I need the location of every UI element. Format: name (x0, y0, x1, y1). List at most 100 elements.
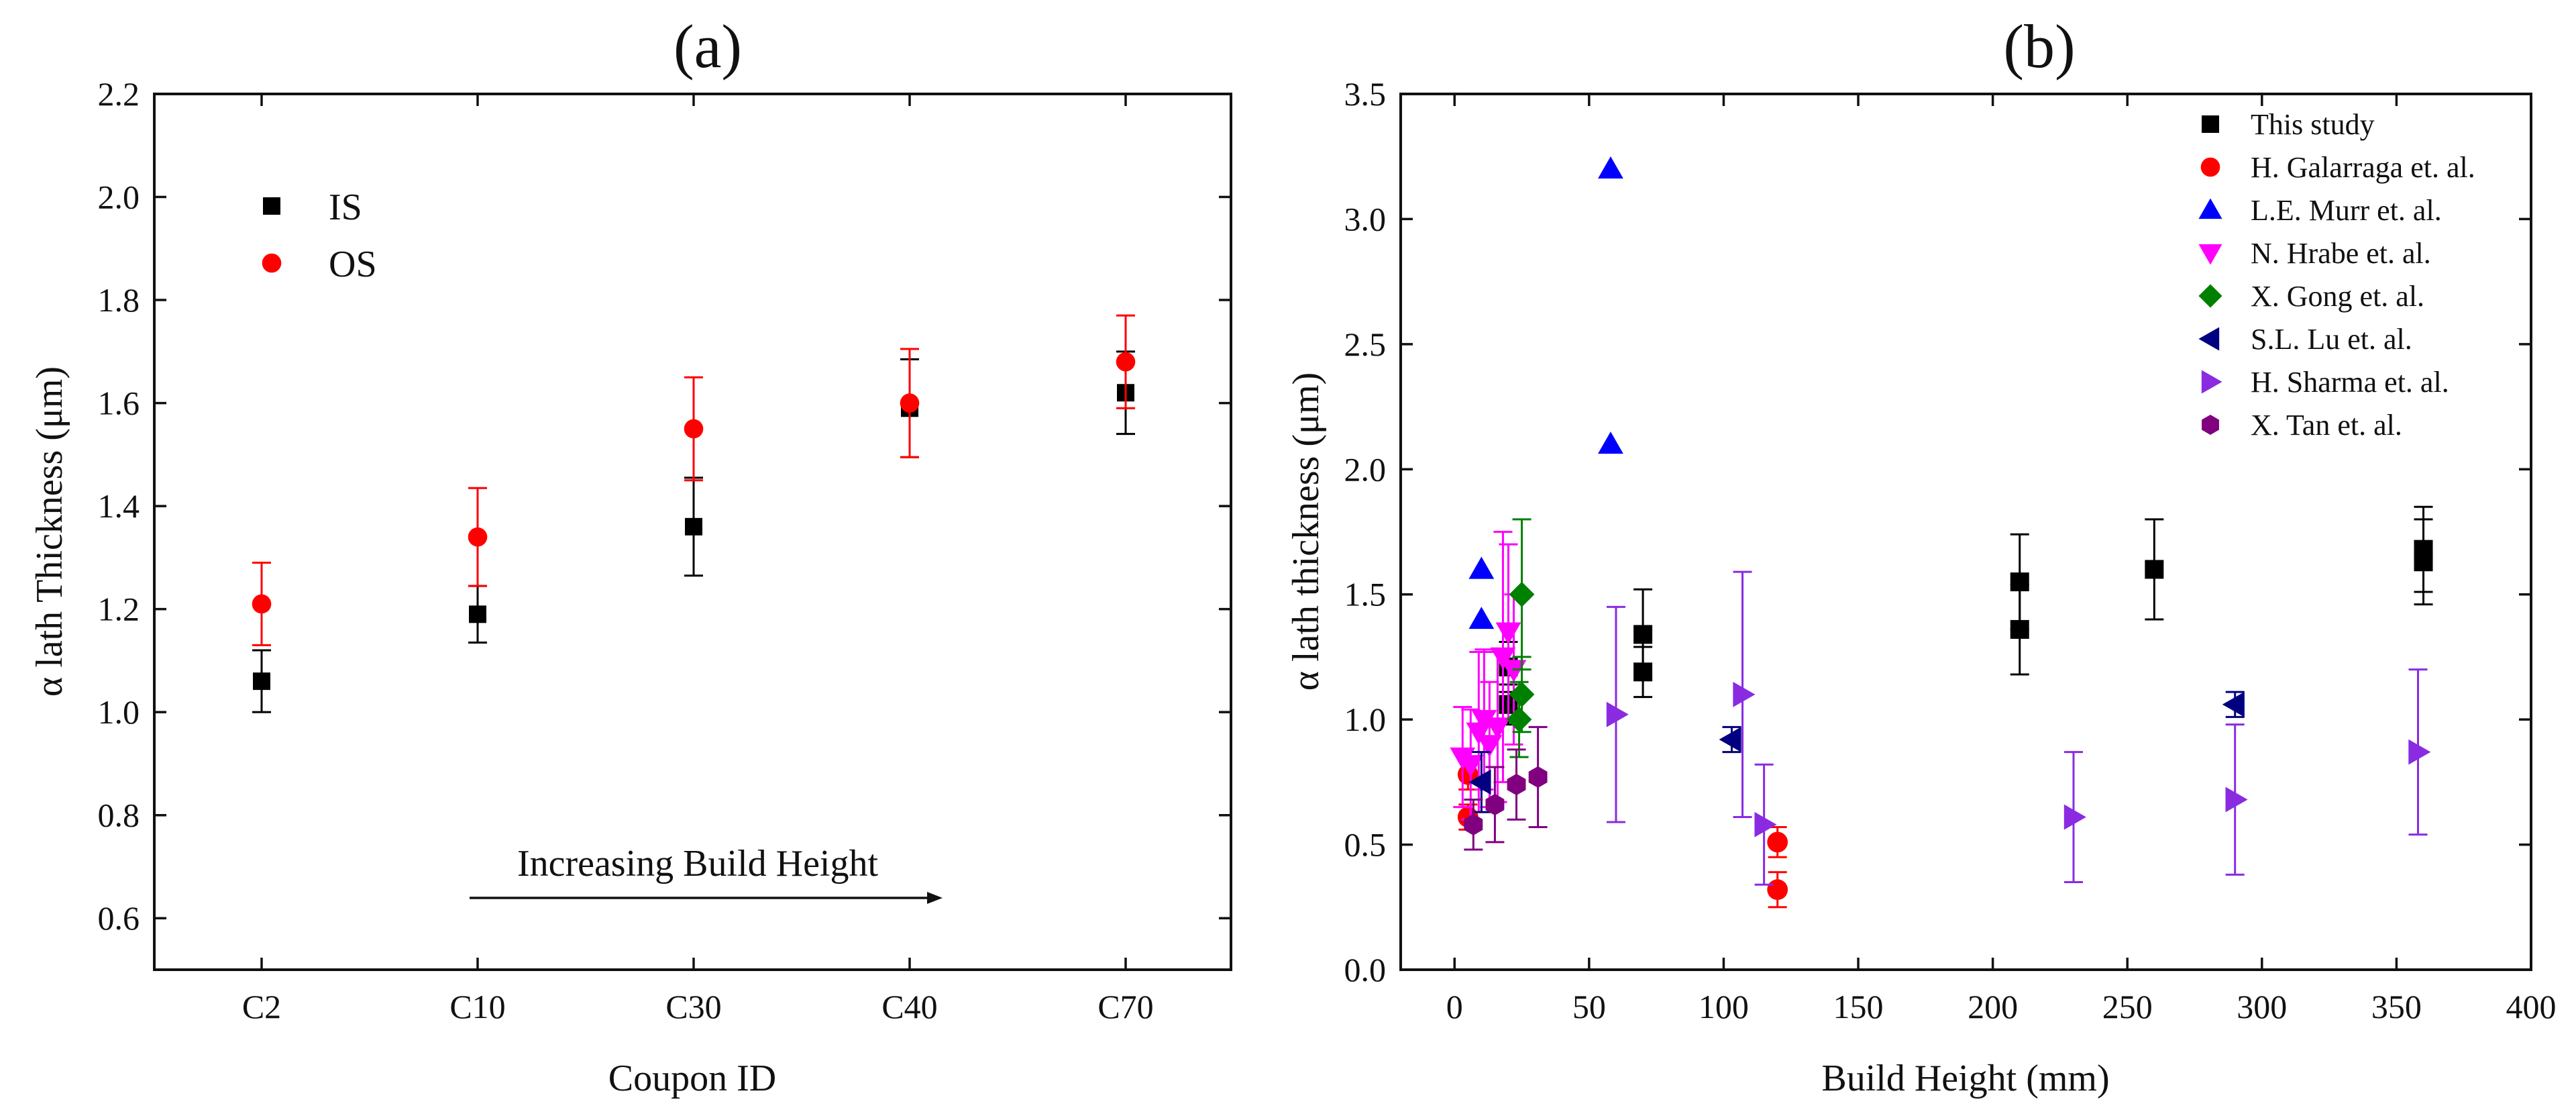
panel-b-point (2414, 552, 2433, 572)
panel-a-point (468, 527, 488, 547)
panel-b-point (1458, 755, 1484, 778)
panel-b-point (1767, 879, 1788, 901)
panel-a-point (685, 517, 702, 536)
panel-b-legend: This study H. Galarraga et. al. L.E. Murr … (2198, 108, 2475, 442)
panel-a-title: (a) (674, 12, 742, 81)
panel-b-plot-frame (1399, 93, 2532, 971)
panel-b-point (2145, 560, 2164, 579)
panel-a-point (252, 594, 272, 614)
panel-a-x-axis-label: Coupon ID (608, 1058, 776, 1099)
panel-a-y-tick-label: 2.0 (98, 179, 140, 216)
panel-b-chart: (b) 0.0 0.5 1.0 1.5 2.0 2.5 3.0 3.5 0 50 100 150 200… (1285, 12, 2557, 1099)
panel-a-annotation: Increasing Build Height (517, 843, 879, 884)
panel-b-point (1598, 432, 1623, 454)
panel-b-legend-marker (2198, 198, 2222, 219)
panel-b-x-tick-label: 100 (1699, 988, 1749, 1025)
panel-b-point (1598, 156, 1623, 179)
panel-b-x-tick-label: 200 (1968, 988, 2018, 1025)
panel-b-point (2225, 787, 2248, 813)
panel-b-legend-marker (2198, 284, 2222, 308)
panel-a-series-os (252, 314, 1136, 646)
panel-b-legend-label: H. Sharma et. al. (2251, 366, 2449, 399)
panel-b-x-tick-label: 350 (2371, 988, 2422, 1025)
panel-b-y-tick-label: 0.0 (1344, 951, 1387, 989)
panel-b-x-tick-label: 50 (1572, 988, 1606, 1025)
panel-a-x-tick-label: C30 (665, 988, 721, 1025)
panel-b-point (1528, 766, 1548, 788)
panel-b-series-3 (1468, 156, 1623, 629)
panel-b-point (1477, 735, 1503, 758)
panel-b-legend-marker (2200, 157, 2220, 177)
panel-b-y-tick-label: 3.0 (1344, 200, 1387, 238)
panel-a-y-tick-label: 1.6 (98, 385, 140, 422)
panel-b-x-tick-label: 150 (1833, 988, 1884, 1025)
panel-b-point (1509, 581, 1535, 607)
panel-a-point (900, 393, 920, 413)
panel-b-series-8 (1464, 725, 1548, 851)
panel-b-legend-label: S.L. Lu et. al. (2251, 323, 2412, 356)
panel-b-point (1754, 811, 1777, 838)
panel-a-point (684, 419, 704, 439)
panel-a-point (1116, 352, 1136, 372)
panel-a-y-tick-label: 1.8 (98, 281, 140, 319)
panel-a-y-tick-label: 0.8 (98, 797, 140, 834)
panel-b-x-tick-label: 250 (2102, 988, 2153, 1025)
panel-b-point (1485, 793, 1505, 816)
panel-a-x-tick-label: C70 (1097, 988, 1153, 1025)
panel-b-x-tick-label: 400 (2506, 988, 2557, 1025)
panel-a-x-tick-label: C40 (881, 988, 937, 1025)
panel-a-x-tick-label: C10 (449, 988, 505, 1025)
panel-b-point (1733, 681, 1756, 707)
panel-b-point (1509, 681, 1535, 707)
panel-b-legend-label: X. Gong et. al. (2251, 280, 2424, 313)
panel-b-point (1464, 813, 1483, 835)
panel-b-legend-label: L.E. Murr et. al. (2251, 194, 2442, 227)
panel-b-legend-label: N. Hrabe et. al. (2251, 237, 2431, 270)
panel-a-chart: (a) 0.6 0.8 1.0 1.2 1.4 1.6 1.8 2.0 2.2 C2 C10 C30 C… (29, 12, 1232, 1099)
panel-b-x-tick-label: 0 (1446, 988, 1463, 1025)
panel-b-point (1767, 831, 1788, 853)
panel-b-series-7 (1606, 570, 2431, 886)
panel-a-y-tick-label: 1.4 (98, 487, 140, 525)
panel-b-legend-label: H. Galarraga et. al. (2251, 151, 2475, 184)
panel-b-series-4 (1450, 531, 1527, 821)
panel-b-legend-marker (2201, 370, 2222, 394)
panel-b-y-tick-label: 1.0 (1344, 701, 1387, 738)
panel-a-legend-label: IS (329, 187, 362, 228)
panel-a-legend: IS OS (262, 187, 377, 285)
panel-b-point (2222, 691, 2245, 717)
panel-b-x-axis-label: Build Height (mm) (1821, 1058, 2109, 1099)
panel-b-series-5 (1506, 518, 1535, 758)
panel-b-legend-marker (2198, 327, 2220, 351)
panel-a-y-tick-label: 1.2 (98, 591, 140, 628)
panel-a-point (469, 605, 486, 623)
panel-b-y-tick-label: 0.5 (1344, 826, 1387, 864)
panel-b-x-tick-label: 300 (2237, 988, 2287, 1025)
panel-b-y-tick-label: 2.0 (1344, 450, 1387, 488)
panel-b-legend-marker (2202, 415, 2219, 435)
panel-b-legend-label: This study (2251, 108, 2375, 141)
panel-b-y-tick-label: 1.5 (1344, 576, 1387, 613)
panel-a-legend-marker (262, 253, 282, 273)
panel-b-legend-marker (2198, 244, 2222, 265)
panel-b-point (1468, 556, 1495, 579)
panel-b-title: (b) (2003, 12, 2075, 81)
panel-b-point (1606, 701, 1629, 727)
panel-b-point (1468, 769, 1491, 795)
panel-a-point (253, 672, 270, 691)
panel-b-point (2063, 804, 2086, 830)
panel-a-legend-marker (263, 197, 280, 215)
panel-a-annotation-arrow (470, 892, 943, 904)
panel-b-y-axis-label: α lath thickness (μm) (1285, 372, 1327, 691)
panel-a-y-tick-label: 1.0 (98, 693, 140, 731)
panel-b-point (1501, 660, 1527, 682)
panel-b-point (1633, 625, 1653, 644)
panel-a-y-tick-label: 2.2 (98, 75, 140, 113)
panel-b-series-6 (1468, 691, 2245, 813)
panel-a-x-tick-label: C2 (242, 988, 281, 1025)
panel-b-series-1 (1499, 505, 2433, 726)
panel-b-legend-label: X. Tan et. al. (2251, 409, 2402, 442)
panel-b-point (1506, 707, 1532, 733)
panel-b-point (1633, 662, 1653, 682)
